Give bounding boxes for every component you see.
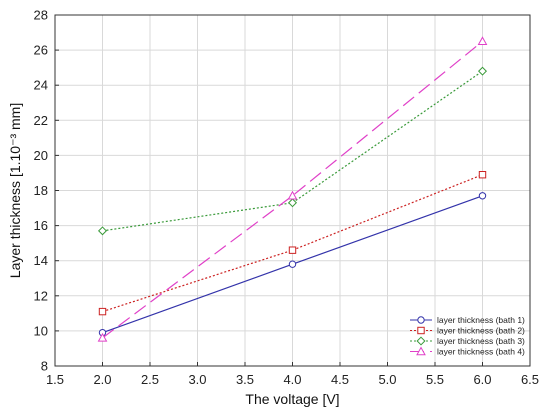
y-tick-label: 28	[34, 8, 48, 23]
data-point	[98, 307, 107, 316]
data-point	[288, 246, 297, 254]
x-tick-label: 6.0	[473, 372, 491, 387]
legend-item: layer thickness (bath 3)	[410, 336, 525, 346]
x-tick-label: 6.5	[521, 372, 539, 387]
x-tick-label: 1.5	[46, 372, 64, 387]
legend-marker	[416, 346, 426, 356]
x-tick-label: 4.5	[331, 372, 349, 387]
legend-item: layer thickness (bath 2)	[410, 326, 525, 336]
data-point	[287, 198, 298, 208]
legend-label: layer thickness (bath 4)	[437, 347, 525, 357]
legend-label: layer thickness (bath 3)	[437, 336, 525, 346]
y-tick-label: 26	[34, 43, 48, 58]
y-tick-label: 16	[34, 218, 48, 233]
legend: layer thickness (bath 1)layer thickness …	[410, 315, 525, 357]
legend-label: layer thickness (bath 2)	[437, 326, 525, 336]
y-tick-label: 18	[34, 183, 48, 198]
x-tick-label: 2.0	[93, 372, 111, 387]
data-point	[97, 226, 108, 236]
series-bath-3	[97, 66, 488, 236]
series-line	[102, 40, 483, 339]
y-tick-label: 12	[34, 288, 48, 303]
x-axis-ticks: 1.5 2.0 2.5 3.0 3.5 4.0 4.5 5.0 5.5 6.0 6.5	[46, 362, 539, 387]
y-axis-ticks: 8 10 12 14 16 18 20 22 24 26 28	[34, 8, 59, 374]
legend-marker	[417, 326, 425, 335]
series-bath-4	[97, 36, 488, 342]
x-tick-label: 2.5	[141, 372, 159, 387]
legend-label: layer thickness (bath 1)	[437, 315, 525, 325]
x-tick-label: 5.5	[426, 372, 444, 387]
legend-marker	[416, 336, 426, 346]
x-tick-label: 5.0	[378, 372, 396, 387]
y-tick-label: 8	[41, 359, 48, 374]
y-axis-label: Layer thickness [1.10⁻³ mm]	[7, 103, 23, 278]
data-point	[477, 66, 488, 76]
y-tick-label: 10	[34, 323, 48, 338]
legend-marker	[417, 316, 425, 324]
x-tick-label: 3.0	[188, 372, 206, 387]
series-bath-2	[98, 171, 487, 316]
x-tick-label: 4.0	[283, 372, 301, 387]
data-point	[478, 171, 487, 179]
legend-item: layer thickness (bath 4)	[410, 346, 525, 357]
data-point	[477, 36, 488, 46]
data-point	[478, 192, 487, 200]
legend-item: layer thickness (bath 1)	[410, 315, 525, 325]
x-tick-label: 3.5	[236, 372, 254, 387]
y-tick-label: 20	[34, 148, 48, 163]
x-axis-label: The voltage [V]	[245, 391, 339, 407]
data-point	[288, 260, 297, 268]
y-tick-label: 22	[34, 113, 48, 128]
y-tick-label: 14	[34, 253, 48, 268]
data-point	[97, 332, 108, 342]
data-point	[287, 190, 298, 200]
series-lines	[97, 36, 488, 342]
y-tick-label: 24	[34, 78, 48, 93]
